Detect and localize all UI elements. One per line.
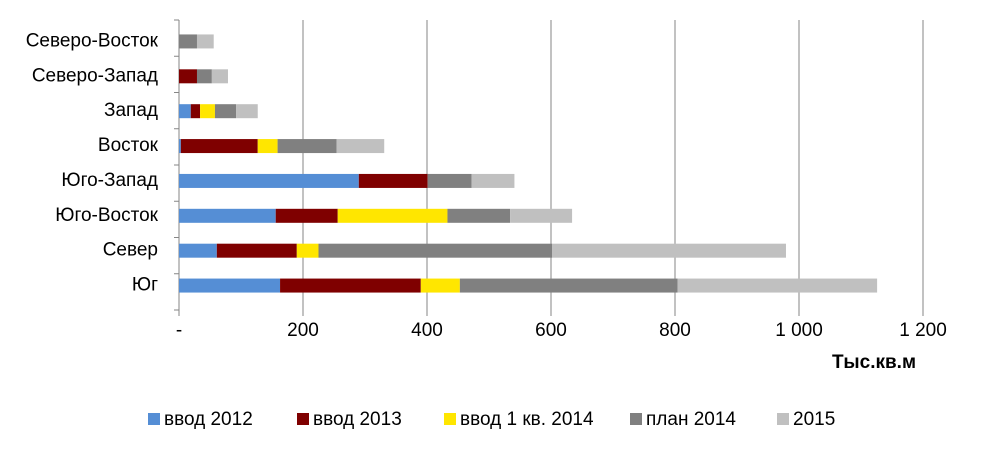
bar-segment bbox=[180, 139, 258, 154]
legend-label: ввод 1 кв. 2014 bbox=[460, 409, 594, 430]
y-tick-label: Север bbox=[103, 240, 158, 261]
bar-segment bbox=[358, 173, 428, 188]
bar-segment bbox=[296, 243, 319, 258]
bar-segment bbox=[459, 278, 678, 293]
bar-segment bbox=[277, 139, 337, 154]
bar-segment bbox=[214, 104, 237, 119]
y-tick-label: Северо-Восток bbox=[26, 30, 159, 51]
bar-segment bbox=[337, 208, 448, 223]
bar-segment bbox=[427, 173, 472, 188]
legend-swatch bbox=[777, 413, 789, 425]
legend-label: ввод 2013 bbox=[313, 409, 402, 430]
bar-segment bbox=[196, 34, 214, 49]
bar-segment bbox=[179, 34, 197, 49]
bar-segment bbox=[471, 173, 515, 188]
y-tick-label: Северо-Запад bbox=[32, 65, 158, 86]
bar-segment bbox=[179, 208, 276, 223]
legend-swatch bbox=[297, 413, 309, 425]
y-tick-label: Запад bbox=[104, 100, 158, 121]
bar-segment bbox=[190, 104, 201, 119]
x-tick-label: 800 bbox=[659, 320, 691, 341]
bar-segment bbox=[211, 69, 228, 84]
legend-swatch bbox=[630, 413, 642, 425]
y-tick-label: Юго-Восток bbox=[55, 205, 158, 226]
bar-segment bbox=[179, 104, 191, 119]
bar-segment bbox=[179, 173, 359, 188]
bar-segment bbox=[179, 243, 217, 258]
y-tick-label: Юг bbox=[132, 275, 158, 296]
bar-segment bbox=[179, 278, 281, 293]
x-tick-label: - bbox=[176, 320, 182, 341]
bar-segment bbox=[336, 139, 385, 154]
y-tick-label: Восток bbox=[98, 135, 159, 156]
bar-segment bbox=[275, 208, 338, 223]
bar-segment bbox=[280, 278, 421, 293]
bar-segment bbox=[447, 208, 511, 223]
bar-segment bbox=[236, 104, 258, 119]
x-tick-label: 1 000 bbox=[775, 320, 823, 341]
bar-segment bbox=[420, 278, 460, 293]
legend-swatch bbox=[444, 413, 456, 425]
bar-segment bbox=[179, 139, 181, 154]
bar-segment bbox=[257, 139, 278, 154]
bar-segment bbox=[196, 69, 212, 84]
x-tick-label: 200 bbox=[287, 320, 319, 341]
legend-label: план 2014 bbox=[646, 409, 736, 430]
y-tick-label: Юго-Запад bbox=[61, 170, 158, 191]
bar-segment bbox=[216, 243, 297, 258]
x-axis-title: Тыс.кв.м bbox=[832, 352, 916, 373]
x-tick-label: 1 200 bbox=[899, 320, 947, 341]
bar-segment bbox=[200, 104, 215, 119]
bar-segment bbox=[510, 208, 573, 223]
x-tick-label: 400 bbox=[411, 320, 443, 341]
bar-segment bbox=[318, 243, 553, 258]
legend-label: 2015 bbox=[793, 409, 835, 430]
bar-segment bbox=[552, 243, 786, 258]
bar-segment bbox=[677, 278, 878, 293]
legend-label: ввод 2012 bbox=[164, 409, 253, 430]
legend-swatch bbox=[148, 413, 160, 425]
x-tick-label: 600 bbox=[535, 320, 567, 341]
bar-segment bbox=[179, 69, 197, 84]
